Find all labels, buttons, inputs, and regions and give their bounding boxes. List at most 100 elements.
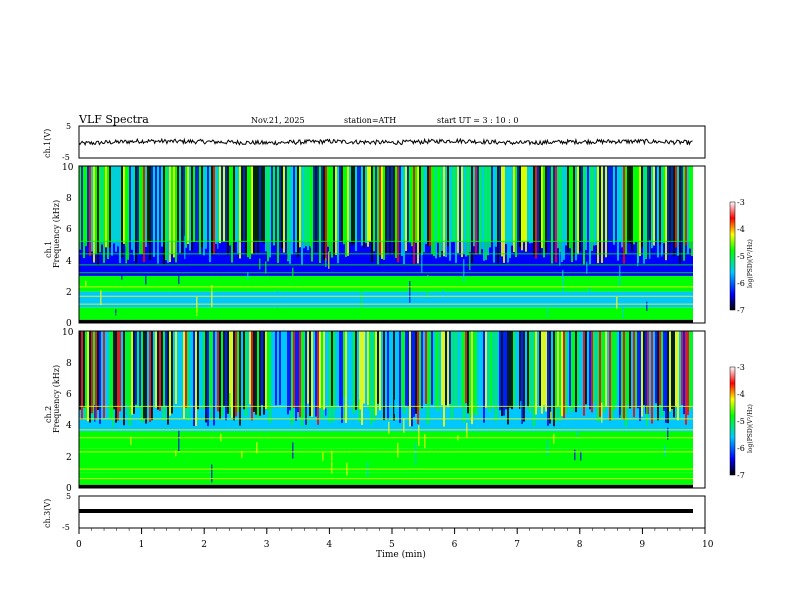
spectrogram-speckle: [121, 271, 123, 280]
spectrogram-speckle: [562, 269, 564, 292]
spectrogram-column: [129, 331, 131, 426]
spectrogram-column: [491, 166, 493, 244]
spectrogram-column: [179, 331, 181, 407]
spectrogram-column: [285, 166, 287, 252]
spectrogram-column: [643, 331, 645, 406]
spectrogram-column: [437, 331, 439, 412]
ch1-colorbar: -3 -4 -5 -6 -7 log(PSD)(V²/Hz): [729, 198, 754, 315]
spectrogram-column: [533, 331, 535, 427]
cb1-tick-m5: -5: [737, 252, 745, 261]
spectrogram-column: [157, 331, 159, 410]
spectrogram-column: [137, 166, 139, 263]
spectrogram-column: [667, 166, 669, 257]
spectrogram-column: [271, 331, 273, 417]
spectrogram-column: [301, 331, 303, 427]
ch1-ytick-bottom: -5: [62, 153, 70, 162]
spectrogram-column: [349, 331, 351, 409]
spectrogram-column: [229, 331, 231, 407]
spectrogram-band: [79, 431, 693, 449]
spectrogram-speckle: [265, 261, 267, 274]
spectrogram-column: [595, 166, 597, 246]
spectrogram-column: [557, 166, 559, 249]
spectrogram-column: [669, 331, 671, 412]
spectrogram-column: [255, 166, 257, 242]
spectrogram-speckle: [574, 449, 576, 461]
spectrogram-column: [475, 331, 477, 416]
spectrogram-column: [573, 331, 575, 408]
ch1-waveform-panel: 5 -5 ch.1(V): [43, 122, 706, 162]
spectrogram-column: [555, 331, 557, 422]
spectrogram-column: [647, 331, 649, 415]
spectrogram-column: [197, 331, 199, 410]
spectrogram-column: [121, 331, 123, 411]
spectrogram-speckle: [670, 243, 672, 266]
spectrogram-column: [131, 331, 133, 415]
spectrogram-column: [441, 166, 443, 251]
cb2-label: log(PSD)(V²/Hz): [747, 404, 754, 453]
spectrogram-column: [237, 166, 239, 254]
spectrogram-column: [283, 331, 285, 418]
spectrogram-column: [215, 331, 217, 410]
spectrogram-column: [275, 331, 277, 406]
spectrogram-column: [325, 166, 327, 262]
spectrogram-column: [437, 166, 439, 243]
ch2-ytick-8: 8: [66, 359, 72, 369]
spectrogram-band: [79, 319, 693, 323]
spectrogram-column: [85, 166, 87, 247]
spectrogram-column: [191, 331, 193, 426]
spectrogram-column: [359, 331, 361, 410]
spectrogram-column: [527, 166, 529, 242]
spectrogram-column: [547, 166, 549, 247]
spectrogram-column: [217, 331, 219, 412]
spectrogram-speckle: [172, 292, 174, 306]
spectrogram-column: [601, 331, 603, 406]
spectrogram-column: [551, 331, 553, 422]
spectrogram-column: [587, 331, 589, 418]
spectrogram-column: [185, 166, 187, 248]
spectrogram-column: [393, 166, 395, 255]
spectrogram-column: [599, 166, 601, 255]
spectrogram-column: [435, 166, 437, 259]
spectrogram-speckle: [619, 401, 621, 418]
spectrogram-column: [311, 166, 313, 262]
spectrogram-column: [351, 166, 353, 246]
spectrogram-column: [149, 166, 151, 261]
spectrogram-column: [385, 166, 387, 254]
spectrogram-column: [251, 166, 253, 254]
spectrogram-column: [489, 166, 491, 248]
spectrogram-column: [95, 166, 97, 254]
spectrogram-speckle: [655, 243, 657, 256]
spectrogram-speckle: [307, 414, 309, 427]
spectrogram-column: [517, 166, 519, 244]
spectrogram-column: [193, 331, 195, 427]
spectrogram-speckle: [664, 445, 666, 457]
spectrogram-column: [599, 331, 601, 417]
spectrogram-column: [633, 331, 635, 418]
ch1-ytick-4: 4: [66, 257, 72, 267]
x-tick-label: 3: [264, 540, 270, 550]
spectrogram-column: [255, 331, 257, 415]
spectrogram-column: [377, 166, 379, 265]
spectrogram-column: [141, 166, 143, 255]
spectrogram-column: [667, 331, 669, 424]
spectrogram-column: [665, 166, 667, 261]
spectrogram-column: [461, 166, 463, 258]
spectrogram-speckle: [442, 289, 444, 297]
spectrogram-column: [89, 331, 91, 423]
spectrogram-column: [511, 166, 513, 246]
spectrogram-column: [103, 166, 105, 263]
x-tick-label: 7: [514, 540, 520, 550]
spectrogram-column: [239, 166, 241, 259]
spectrogram-column: [253, 331, 255, 412]
spectrogram-column: [477, 166, 479, 251]
spectrogram-column: [349, 166, 351, 242]
spectrogram-column: [629, 166, 631, 244]
spectrogram-speckle: [616, 297, 618, 310]
spectrogram-column: [99, 331, 101, 424]
spectrogram-column: [149, 331, 151, 422]
spectrogram-column: [309, 331, 311, 416]
spectrogram-column: [513, 166, 515, 253]
spectrogram-column: [679, 331, 681, 419]
spectrogram-column: [359, 166, 361, 257]
spectrogram-column: [87, 166, 89, 258]
